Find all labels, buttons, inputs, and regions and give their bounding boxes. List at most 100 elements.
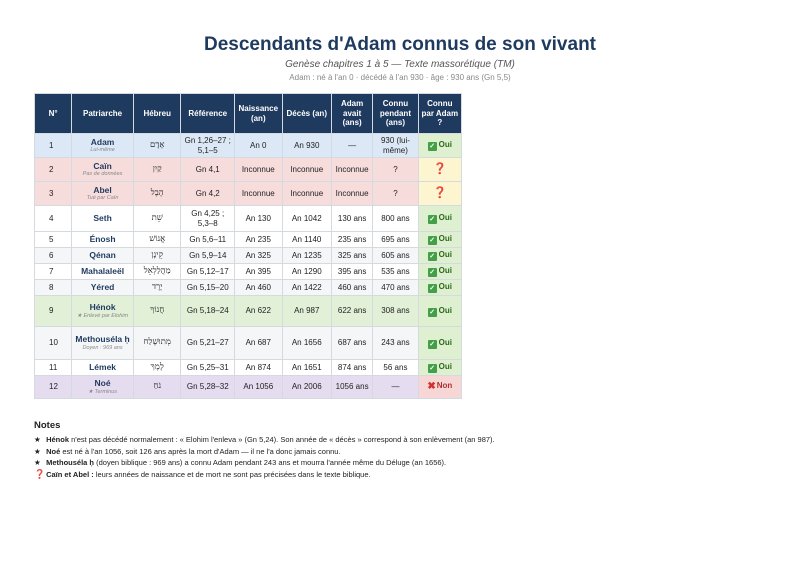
- page-meta: Adam : né à l'an 0 · décédé à l'an 930 ·…: [289, 73, 511, 82]
- header-death: Décès (an): [281, 93, 332, 134]
- patriarch-name: Lémek: [89, 361, 117, 372]
- adam-age-cell: Inconnue: [330, 157, 374, 182]
- page-subtitle: Genèse chapitres 1 à 5 — Texte massoréti…: [285, 59, 515, 70]
- birth-cell: An 325: [234, 247, 283, 264]
- known-during-cell: ?: [372, 181, 419, 206]
- table-row: 2 Caïn Pas de données קַיִן Gn 4,1 Inconnue In…: [33, 157, 463, 182]
- page-title: Descendants d'Adam connus de son vivant: [204, 34, 596, 55]
- known-by-adam-cell: ❓: [417, 181, 463, 206]
- known-by-adam-cell: ✓ Oui: [417, 359, 463, 376]
- num-cell: 8: [33, 279, 73, 296]
- patriarch-name: Hénok: [89, 302, 116, 313]
- hebrew-cell: מַהֲלַלְאֵל: [132, 263, 182, 280]
- patriarch-cell: Énosh: [71, 231, 134, 248]
- known-during-cell: —: [372, 375, 419, 399]
- reference-cell: Gn 5,25–31: [180, 359, 236, 376]
- table-row: 9 Hénok ★ Enlevé par Elohim חֲנוֹךְ Gn 5,18–…: [33, 295, 463, 327]
- num-cell: 4: [33, 205, 73, 232]
- patriarch-cell: Methouséla ḥ Doyen : 969 ans: [71, 326, 134, 360]
- known-by-adam-cell: ✓ Oui: [417, 231, 463, 248]
- hebrew-cell: קֵינָן: [132, 247, 182, 264]
- reference-cell: Gn 4,25 ; 5,3–8: [180, 205, 236, 232]
- table-row: 4 Seth שֵׁת Gn 4,25 ; 5,3–8 An 130 An 1042 130…: [33, 205, 463, 232]
- patriarch-note: Pas de données: [82, 171, 123, 178]
- birth-cell: An 1056: [234, 375, 283, 399]
- known-by-adam-cell: ✓ Oui: [417, 295, 463, 327]
- known-during-cell: 930 (lui-même): [372, 133, 419, 158]
- adam-age-cell: 622 ans: [330, 295, 374, 327]
- patriarch-name: Mahalaleël: [81, 265, 125, 276]
- birth-cell: An 130: [234, 205, 283, 232]
- patriarch-name: Adam: [90, 136, 115, 147]
- adam-age-cell: 687 ans: [330, 326, 374, 360]
- header-reference: Référence: [180, 93, 236, 134]
- known-by-adam-cell: ✓ Oui: [417, 326, 463, 360]
- patriarch-note: Tué par Caïn: [86, 195, 119, 202]
- table-row: 6 Qénan קֵינָן Gn 5,9–14 An 325 An 1235 325 an…: [33, 247, 463, 264]
- hebrew-cell: הֶבֶל: [132, 181, 182, 206]
- question-icon: ❓: [34, 469, 46, 479]
- birth-cell: An 235: [234, 231, 283, 248]
- death-cell: Inconnue: [281, 181, 332, 206]
- table-body: 1 Adam Lui-même אָדָם Gn 1,26–27 ; 5,1–5 An 0…: [33, 133, 463, 399]
- patriarch-name: Methouséla ḥ: [75, 334, 130, 345]
- num-cell: 3: [33, 181, 73, 206]
- checkmark-icon: ✓: [427, 307, 437, 317]
- known-by-adam-cell: ✓ Oui: [417, 247, 463, 264]
- header-adam-age: Adam avait (ans): [330, 93, 374, 134]
- patriarch-cell: Lémek: [71, 359, 134, 376]
- patriarch-note: ★ Enlevé par Elohim: [77, 312, 129, 319]
- reference-cell: Gn 5,28–32: [180, 375, 236, 399]
- num-cell: 5: [33, 231, 73, 248]
- patriarch-name: Qénan: [89, 249, 116, 260]
- header-known-during: Connu pendant (ans): [372, 93, 419, 134]
- reference-cell: Gn 1,26–27 ; 5,1–5: [180, 133, 236, 158]
- note-subject: Hénok: [46, 435, 70, 444]
- question-icon: ❓: [432, 163, 447, 176]
- table-header-row: N° Patriarche Hébreu Référence Naissance…: [33, 93, 463, 134]
- note-subject: Caïn et Abel :: [46, 470, 94, 479]
- birth-cell: An 874: [234, 359, 283, 376]
- num-cell: 1: [33, 133, 73, 158]
- num-cell: 12: [33, 375, 73, 399]
- checkmark-icon: ✓: [427, 284, 437, 293]
- checkmark-icon: ✓: [427, 364, 437, 373]
- num-cell: 7: [33, 263, 73, 280]
- reference-cell: Gn 4,1: [180, 157, 236, 182]
- table-row: 11 Lémek לֶמֶךְ Gn 5,25–31 An 874 An 1651 874 …: [33, 359, 463, 376]
- star-icon: ★: [34, 435, 41, 444]
- known-during-cell: 535 ans: [372, 263, 419, 280]
- patriarch-name: Abel: [93, 184, 112, 195]
- note-item: ★ Noé est né à l'an 1056, soit 126 ans a…: [34, 447, 341, 456]
- birth-cell: An 395: [234, 263, 283, 280]
- death-cell: An 1042: [281, 205, 332, 232]
- reference-cell: Gn 5,18–24: [180, 295, 236, 327]
- checkmark-icon: ✓: [427, 142, 437, 151]
- death-cell: An 2006: [281, 375, 332, 399]
- note-item: ★ Methouséla ḥ (doyen biblique : 969 ans…: [34, 458, 446, 467]
- patriarch-name: Seth: [93, 212, 112, 223]
- patriarch-note: ★ Terminus: [88, 388, 117, 395]
- hebrew-cell: נֹחַ: [132, 375, 182, 399]
- reference-cell: Gn 5,21–27: [180, 326, 236, 360]
- adam-age-cell: 325 ans: [330, 247, 374, 264]
- death-cell: An 1422: [281, 279, 332, 296]
- checkmark-icon: ✓: [427, 236, 437, 245]
- checkmark-icon: ✓: [427, 252, 437, 261]
- patriarch-name: Énosh: [89, 233, 116, 244]
- patriarch-note: Doyen : 969 ans: [82, 344, 123, 351]
- known-by-adam-cell: ✖Non: [417, 375, 463, 399]
- known-by-adam-cell: ✓ Oui: [417, 133, 463, 158]
- checkmark-icon: ✓: [427, 268, 437, 277]
- star-icon: ★: [34, 458, 41, 467]
- known-during-cell: 695 ans: [372, 231, 419, 248]
- patriarch-cell: Abel Tué par Caïn: [71, 181, 134, 206]
- hebrew-cell: אֱנוֹשׁ: [132, 231, 182, 248]
- hebrew-cell: לֶמֶךְ: [132, 359, 182, 376]
- hebrew-cell: אָדָם: [132, 133, 182, 158]
- table-row: 1 Adam Lui-même אָדָם Gn 1,26–27 ; 5,1–5 An 0…: [33, 133, 463, 158]
- table-row: 5 Énosh אֱנוֹשׁ Gn 5,6–11 An 235 An 1140 235 a…: [33, 231, 463, 248]
- birth-cell: An 460: [234, 279, 283, 296]
- adam-age-cell: 1056 ans: [330, 375, 374, 399]
- death-cell: An 930: [281, 133, 332, 158]
